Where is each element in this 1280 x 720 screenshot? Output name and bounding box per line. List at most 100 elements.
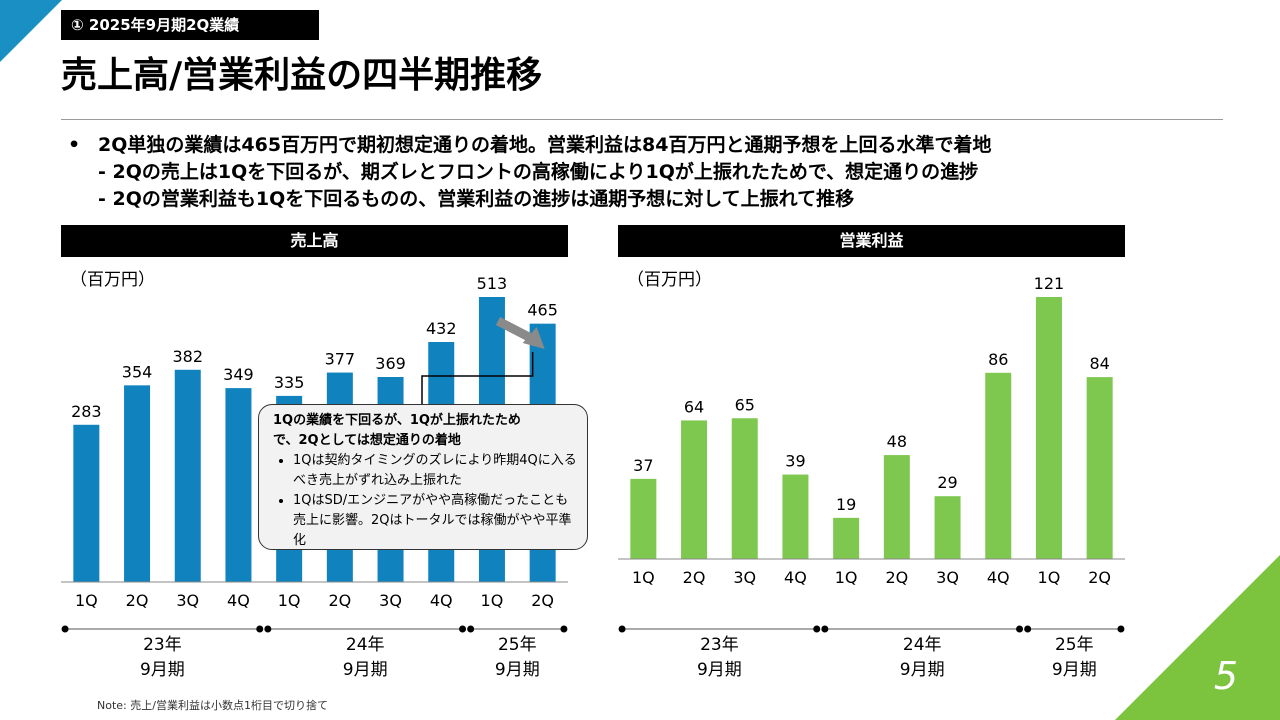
sales-group-dot — [459, 625, 467, 633]
sales-data-label: 369 — [375, 354, 406, 373]
arrow-head-icon — [522, 327, 545, 349]
sales-group-dot — [264, 625, 272, 633]
bullet-dot-icon: • — [68, 134, 81, 156]
profit-tick-label: 1Q — [835, 568, 858, 587]
sales-data-label: 283 — [71, 402, 102, 421]
sales-data-label: 382 — [172, 347, 203, 366]
profit-tick-label: 4Q — [987, 568, 1010, 587]
sales-group-dot — [467, 625, 475, 633]
sales-tick-label: 1Q — [75, 591, 98, 610]
profit-group-year: 23年 — [700, 635, 739, 655]
section-tag: ① 2025年9月期2Q業績 — [61, 10, 319, 40]
sales-bar — [73, 424, 100, 582]
sales-group-year: 25年 — [498, 635, 537, 655]
callout-heading-line-2: で、2Qとしては想定通りの着地 — [273, 433, 461, 448]
profit-chart-title: 営業利益 — [618, 225, 1125, 257]
sales-bar — [124, 385, 151, 582]
sales-group-dot — [61, 625, 69, 633]
profit-bar — [731, 418, 758, 559]
sales-tick-label: 3Q — [379, 591, 402, 610]
sales-unit-label: （百万円） — [70, 270, 155, 290]
footnote: Note: 売上/営業利益は小数点1桁目で切り捨て — [97, 699, 328, 712]
sales-bar — [225, 388, 252, 582]
profit-group-period: 9月期 — [697, 660, 742, 680]
profit-tick-label: 3Q — [936, 568, 959, 587]
summary-bullets: • 2Q単独の業績は465百万円で期初想定通りの着地。営業利益は84百万円と通期予… — [68, 132, 991, 213]
sales-group-dot — [256, 625, 264, 633]
sales-data-label: 377 — [325, 350, 356, 369]
callout-connector — [421, 352, 534, 404]
sales-data-label: 354 — [122, 362, 153, 381]
sales-tick-label: 1Q — [278, 591, 301, 610]
sales-group-year: 23年 — [143, 635, 182, 655]
sales-tick-label: 2Q — [126, 591, 149, 610]
profit-bar — [1035, 297, 1062, 559]
sales-tick-label: 4Q — [430, 591, 453, 610]
callout-item-2: 1QはSD/エンジニアがやや高稼働だったことも売上に影響。2Qはトータルでは稼働… — [293, 491, 577, 551]
profit-group-dot — [618, 625, 626, 633]
profit-data-label: 39 — [785, 452, 805, 471]
profit-bar — [681, 420, 708, 559]
profit-unit-label: （百万円） — [627, 270, 712, 290]
corner-accent-blue — [0, 0, 62, 62]
profit-data-label: 86 — [988, 350, 1008, 369]
sales-group-year: 24年 — [346, 635, 385, 655]
profit-bar — [883, 455, 910, 559]
profit-group-dot — [1117, 625, 1125, 633]
title-divider — [61, 119, 1223, 120]
profit-group-dot — [813, 625, 821, 633]
bullet-main-text: 2Q単独の業績は465百万円で期初想定通りの着地。営業利益は84百万円と通期予想… — [98, 134, 992, 156]
corner-accent-green — [1115, 555, 1280, 720]
sales-data-label: 432 — [426, 319, 457, 338]
profit-group-period: 9月期 — [1052, 660, 1097, 680]
sales-callout: 1Qの業績を下回るが、1Qが上振れたため で、2Qとしては想定通りの着地 1Qは… — [258, 404, 588, 550]
sales-tick-label: 2Q — [328, 591, 351, 610]
sales-tick-label: 1Q — [481, 591, 504, 610]
callout-heading-line-1: 1Qの業績を下回るが、1Qが上振れたため — [273, 413, 521, 428]
profit-data-label: 29 — [937, 473, 957, 492]
profit-group-year: 25年 — [1055, 635, 1094, 655]
sales-group-dot — [560, 625, 568, 633]
sales-data-label: 465 — [527, 301, 558, 320]
profit-group-year: 24年 — [903, 635, 942, 655]
profit-data-label: 19 — [836, 495, 856, 514]
profit-tick-label: 2Q — [885, 568, 908, 587]
profit-data-label: 84 — [1089, 354, 1109, 373]
profit-tick-label: 4Q — [784, 568, 807, 587]
profit-bar — [630, 478, 657, 559]
profit-group-dot — [1024, 625, 1032, 633]
profit-bar — [1086, 377, 1113, 559]
profit-bar — [833, 517, 860, 559]
profit-data-label: 37 — [633, 456, 653, 475]
sales-group-period: 9月期 — [140, 660, 185, 680]
bullet-sub-2: - 2Qの営業利益も1Qを下回るものの、営業利益の進捗は通期予想に対して上振れて… — [98, 188, 855, 210]
profit-bar — [985, 372, 1012, 559]
sales-data-label: 335 — [274, 373, 305, 392]
sales-chart-title: 売上高 — [61, 225, 568, 257]
sales-tick-label: 2Q — [531, 591, 554, 610]
profit-tick-label: 2Q — [1088, 568, 1111, 587]
profit-tick-label: 1Q — [632, 568, 655, 587]
callout-list: 1Qは契約タイミングのズレにより昨期4Qに入るべき売上がずれ込み上振れた 1Qは… — [273, 451, 577, 551]
sales-group-period: 9月期 — [495, 660, 540, 680]
profit-group-dot — [1016, 625, 1024, 633]
profit-data-label: 48 — [887, 432, 907, 451]
bullet-main: • 2Q単独の業績は465百万円で期初想定通りの着地。営業利益は84百万円と通期予… — [68, 132, 991, 159]
sales-bar — [174, 369, 201, 582]
bullet-sub-1: - 2Qの売上は1Qを下回るが、期ズレとフロントの高稼働により1Qが上振れたため… — [98, 161, 979, 183]
profit-bar — [934, 496, 961, 559]
page-number: 5 — [1213, 654, 1238, 698]
sales-data-label: 513 — [477, 274, 508, 293]
page-title: 売上高/営業利益の四半期推移 — [61, 55, 543, 96]
profit-group-dot — [821, 625, 829, 633]
profit-tick-label: 2Q — [683, 568, 706, 587]
profit-tick-label: 3Q — [733, 568, 756, 587]
profit-bar — [782, 474, 809, 559]
sales-group-period: 9月期 — [343, 660, 388, 680]
callout-item-1: 1Qは契約タイミングのズレにより昨期4Qに入るべき売上がずれ込み上振れた — [293, 451, 577, 491]
sales-tick-label: 4Q — [227, 591, 250, 610]
profit-data-label: 64 — [684, 397, 704, 416]
profit-tick-label: 1Q — [1038, 568, 1061, 587]
profit-group-period: 9月期 — [900, 660, 945, 680]
